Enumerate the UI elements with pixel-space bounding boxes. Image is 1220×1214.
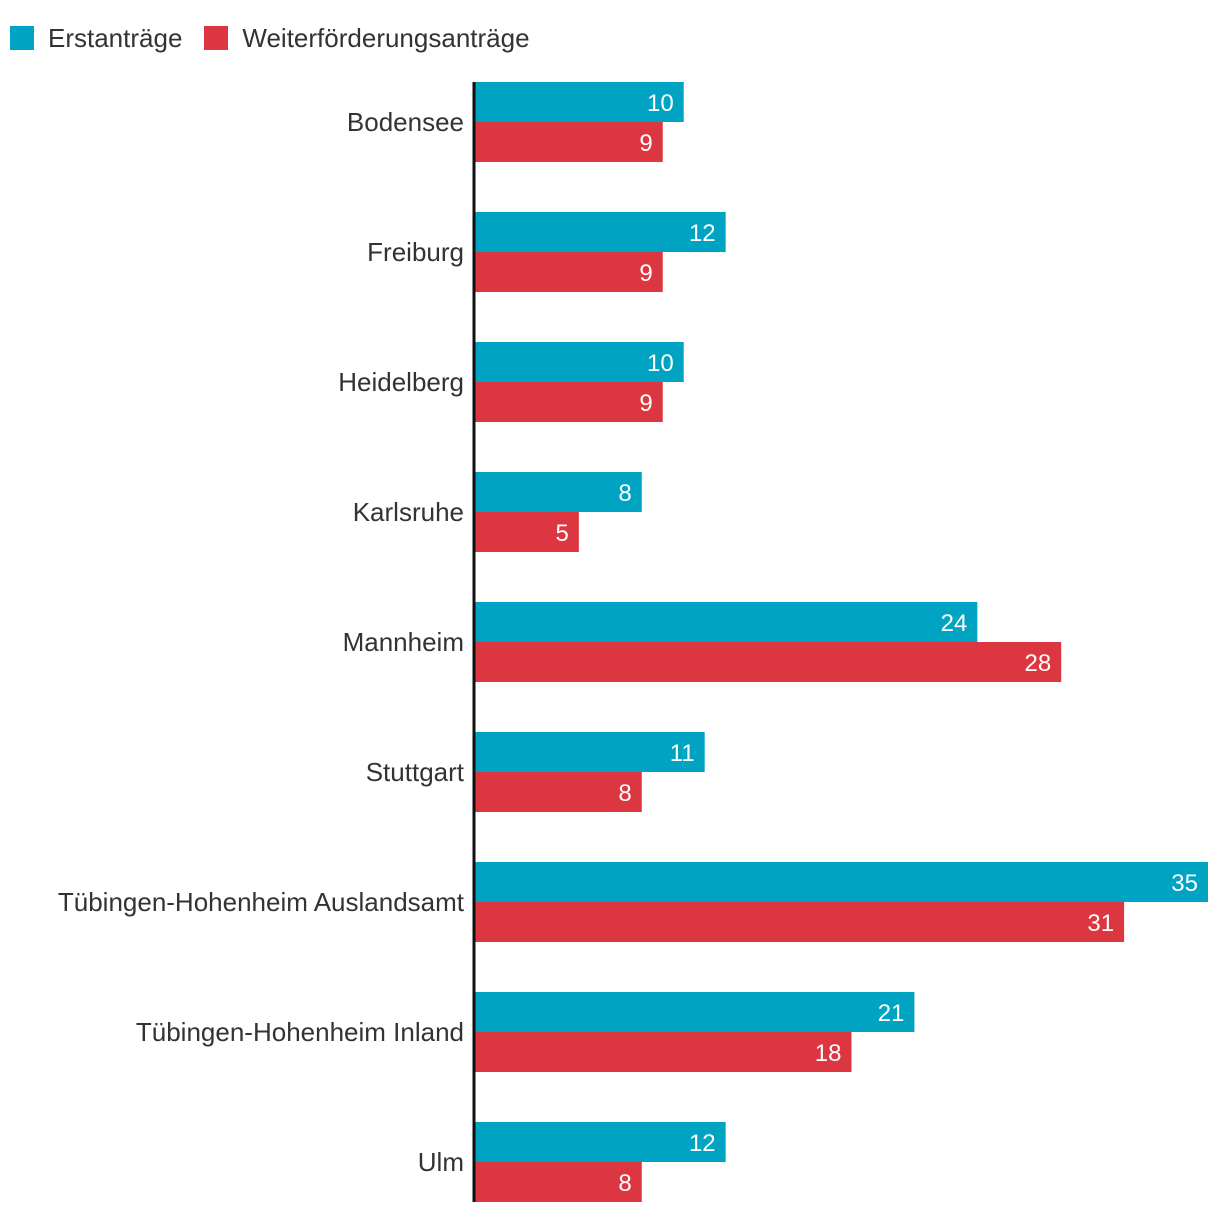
value-label-weiterfoerderungsantraege-ulm: 8 xyxy=(618,1170,631,1197)
category-label-bodensee: Bodensee xyxy=(347,107,464,137)
legend-label-weiterfoerderungsantraege: Weiterförderungsanträge xyxy=(242,23,530,53)
value-label-erstantraege-freiburg: 12 xyxy=(689,220,716,247)
bar-erstantraege-stuttgart xyxy=(474,732,705,772)
value-label-erstantraege-tuebingen-hohenheim-auslandsamt: 35 xyxy=(1171,870,1198,897)
bar-weiterfoerderungsantraege-mannheim xyxy=(474,642,1062,682)
category-label-mannheim: Mannheim xyxy=(343,627,464,657)
value-label-weiterfoerderungsantraege-stuttgart: 8 xyxy=(618,780,631,807)
bar-erstantraege-bodensee xyxy=(474,82,684,122)
value-label-weiterfoerderungsantraege-freiburg: 9 xyxy=(639,260,652,287)
value-label-weiterfoerderungsantraege-tuebingen-hohenheim-inland: 18 xyxy=(815,1040,842,1067)
value-label-weiterfoerderungsantraege-mannheim: 28 xyxy=(1024,650,1051,677)
category-label-karlsruhe: Karlsruhe xyxy=(353,497,464,527)
category-label-heidelberg: Heidelberg xyxy=(338,367,464,397)
value-label-erstantraege-heidelberg: 10 xyxy=(647,350,674,377)
bar-weiterfoerderungsantraege-bodensee xyxy=(474,122,663,162)
bar-weiterfoerderungsantraege-karlsruhe xyxy=(474,512,579,552)
chart-legend: Erstanträge Weiterförderungsanträge xyxy=(10,22,530,54)
bar-erstantraege-tuebingen-hohenheim-auslandsamt xyxy=(474,862,1208,902)
bar-weiterfoerderungsantraege-stuttgart xyxy=(474,772,642,812)
bar-erstantraege-tuebingen-hohenheim-inland xyxy=(474,992,915,1032)
value-label-weiterfoerderungsantraege-heidelberg: 9 xyxy=(639,390,652,417)
legend-swatch-weiterfoerderungsantraege xyxy=(204,26,229,50)
bar-erstantraege-freiburg xyxy=(474,212,726,252)
value-label-erstantraege-ulm: 12 xyxy=(689,1130,716,1157)
bar-erstantraege-ulm xyxy=(474,1122,726,1162)
category-label-ulm: Ulm xyxy=(418,1147,464,1177)
legend-item-weiterfoerderungsantraege: Weiterförderungsanträge xyxy=(204,22,530,54)
bar-weiterfoerderungsantraege-heidelberg xyxy=(474,382,663,422)
value-label-erstantraege-karlsruhe: 8 xyxy=(618,480,631,507)
category-label-tuebingen-hohenheim-inland: Tübingen-Hohenheim Inland xyxy=(136,1017,464,1047)
bar-weiterfoerderungsantraege-ulm xyxy=(474,1162,642,1202)
category-label-tuebingen-hohenheim-auslandsamt: Tübingen-Hohenheim Auslandsamt xyxy=(58,887,465,917)
value-label-weiterfoerderungsantraege-tuebingen-hohenheim-auslandsamt: 31 xyxy=(1087,910,1114,937)
value-label-erstantraege-stuttgart: 11 xyxy=(670,740,695,767)
bar-erstantraege-mannheim xyxy=(474,602,978,642)
bar-weiterfoerderungsantraege-tuebingen-hohenheim-auslandsamt xyxy=(474,902,1125,942)
legend-item-erstantraege: Erstanträge xyxy=(10,22,182,54)
value-label-erstantraege-bodensee: 10 xyxy=(647,90,674,117)
category-label-stuttgart: Stuttgart xyxy=(366,757,465,787)
bar-erstantraege-karlsruhe xyxy=(474,472,642,512)
legend-swatch-erstantraege xyxy=(10,26,34,50)
bar-erstantraege-heidelberg xyxy=(474,342,684,382)
value-label-weiterfoerderungsantraege-bodensee: 9 xyxy=(639,130,652,157)
value-label-weiterfoerderungsantraege-karlsruhe: 5 xyxy=(555,520,568,547)
value-label-erstantraege-tuebingen-hohenheim-inland: 21 xyxy=(878,1000,905,1027)
category-label-freiburg: Freiburg xyxy=(367,237,464,267)
value-label-erstantraege-mannheim: 24 xyxy=(941,610,968,637)
bar-weiterfoerderungsantraege-freiburg xyxy=(474,252,663,292)
bar-weiterfoerderungsantraege-tuebingen-hohenheim-inland xyxy=(474,1032,852,1072)
legend-label-erstantraege: Erstanträge xyxy=(48,23,183,53)
